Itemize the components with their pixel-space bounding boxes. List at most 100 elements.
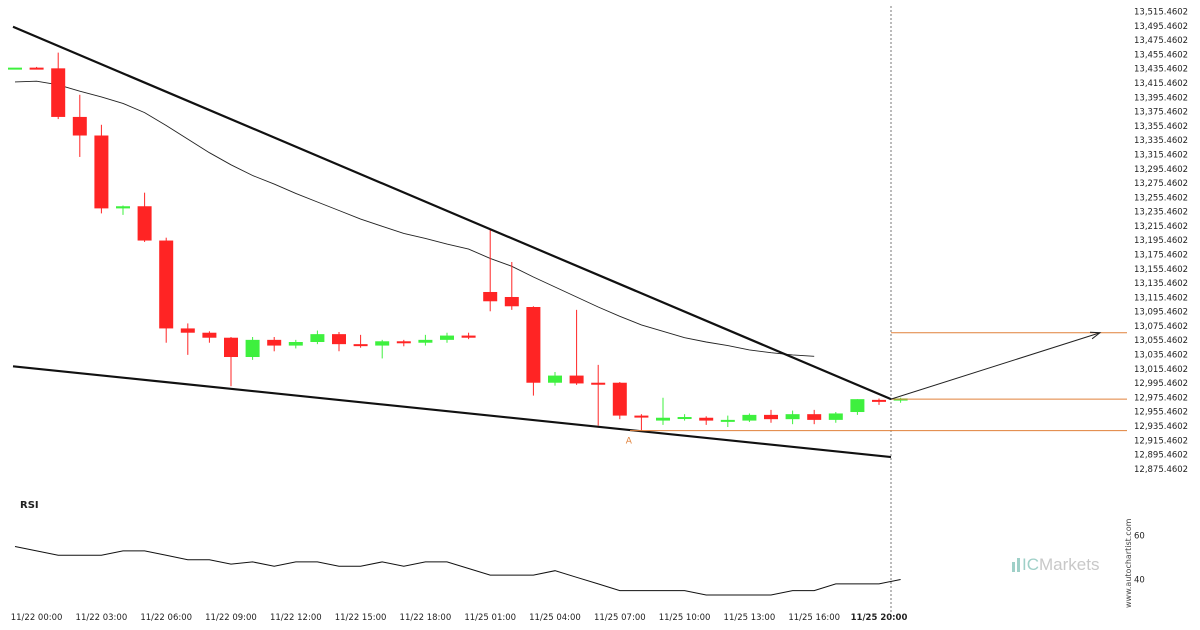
y-tick-label: 13,195.4602	[1134, 236, 1188, 246]
candle	[288, 339, 303, 349]
candle-body	[504, 296, 519, 307]
candle	[872, 398, 886, 405]
candle	[51, 52, 66, 120]
candle-body	[656, 417, 670, 421]
candle	[677, 414, 692, 421]
candle-body	[72, 116, 87, 136]
y-tick-label: 12,995.4602	[1134, 379, 1188, 389]
moving-average-line	[14, 80, 815, 357]
x-axis: 11/22 00:00 11/22 03:00 11/22 06:00 11/22 0…	[11, 613, 908, 623]
y-tick-label: 13,235.4602	[1134, 208, 1188, 218]
rsi-tick-label: 40	[1134, 576, 1145, 586]
candle	[94, 124, 109, 214]
candle	[353, 334, 368, 348]
y-tick-label: 13,035.4602	[1134, 351, 1188, 361]
candle	[591, 364, 606, 426]
candle	[828, 412, 843, 423]
candle-body	[591, 382, 606, 385]
candle-body	[872, 399, 886, 402]
y-tick-label: 13,255.4602	[1134, 193, 1188, 203]
candle-body	[548, 375, 562, 383]
candle	[29, 66, 44, 70]
brand-logo-icon	[1012, 558, 1020, 572]
y-tick-label: 12,975.4602	[1134, 393, 1188, 403]
y-tick-label: 13,335.4602	[1134, 136, 1188, 146]
candle-body	[245, 339, 260, 358]
candle	[202, 331, 217, 343]
candle-body	[224, 337, 238, 358]
candle	[396, 339, 411, 347]
x-tick-label: 11/25 20:00	[851, 613, 908, 623]
y-tick-label: 12,875.4602	[1134, 465, 1188, 475]
candle	[807, 409, 822, 425]
x-tick-label: 11/25 01:00	[464, 613, 516, 623]
y-tick-label: 13,075.4602	[1134, 322, 1188, 332]
candle	[245, 337, 260, 360]
candle-body	[8, 67, 22, 70]
candle-body	[94, 135, 109, 209]
candle-body	[569, 375, 584, 384]
candle-body	[612, 382, 627, 416]
candle-body	[699, 417, 714, 421]
candle	[656, 397, 670, 425]
y-tick-label: 13,455.4602	[1134, 50, 1188, 60]
candle	[850, 399, 865, 415]
y-tick-label: 12,915.4602	[1134, 436, 1188, 446]
candle-body	[159, 240, 174, 329]
y-tick-label: 13,415.4602	[1134, 79, 1188, 89]
brand-name-markets: Markets	[1039, 555, 1099, 574]
candle	[440, 332, 454, 343]
y-tick-label: 12,935.4602	[1134, 422, 1188, 432]
price-panel: A	[8, 6, 1127, 612]
candle-body	[353, 344, 368, 347]
candle-body	[807, 414, 822, 420]
candle-body	[461, 335, 476, 338]
x-tick-label: 11/25 10:00	[659, 613, 711, 623]
candle	[504, 261, 519, 310]
y-tick-label: 13,495.4602	[1134, 22, 1188, 32]
candle	[742, 413, 757, 423]
brand-logo: ICMarkets	[1012, 555, 1099, 574]
candle-body	[332, 334, 346, 345]
candle-body	[418, 339, 433, 343]
candle-body	[180, 328, 195, 333]
y-tick-label: 13,475.4602	[1134, 36, 1188, 46]
x-tick-label: 11/25 13:00	[724, 613, 776, 623]
candle-body	[677, 417, 692, 420]
candle	[548, 372, 562, 386]
candle-body	[29, 67, 44, 70]
candle	[310, 330, 325, 345]
candle	[375, 339, 390, 359]
brand-name-ic: IC	[1022, 555, 1039, 574]
candle	[267, 337, 282, 352]
candle-body	[526, 306, 541, 383]
candle-body	[742, 414, 757, 421]
x-tick-label: 11/22 12:00	[270, 613, 322, 623]
candle-body	[764, 414, 778, 420]
x-tick-label: 11/25 16:00	[788, 613, 840, 623]
candle-body	[310, 334, 325, 343]
candle	[461, 332, 476, 340]
x-tick-label: 11/22 06:00	[140, 613, 192, 623]
candle	[116, 205, 130, 215]
y-tick-label: 13,435.4602	[1134, 65, 1188, 75]
x-tick-label: 11/22 09:00	[205, 613, 257, 623]
candle-body	[850, 399, 865, 413]
x-tick-label: 11/22 00:00	[11, 613, 63, 623]
candle-body	[51, 68, 66, 117]
x-tick-label: 11/22 15:00	[335, 613, 387, 623]
x-tick-label: 11/25 04:00	[529, 613, 581, 623]
candle-body	[440, 335, 454, 340]
y-tick-label: 13,315.4602	[1134, 150, 1188, 160]
y-tick-label: 13,215.4602	[1134, 222, 1188, 232]
x-tick-label: 11/22 18:00	[400, 613, 452, 623]
candle-body	[828, 413, 843, 420]
candle	[526, 306, 541, 396]
candle-body	[785, 414, 800, 420]
candle	[785, 410, 800, 425]
y-tick-label: 13,155.4602	[1134, 265, 1188, 275]
watermark: www.autochartist.com	[1124, 518, 1133, 608]
y-tick-label: 13,395.4602	[1134, 93, 1188, 103]
y-tick-label: 13,375.4602	[1134, 108, 1188, 118]
